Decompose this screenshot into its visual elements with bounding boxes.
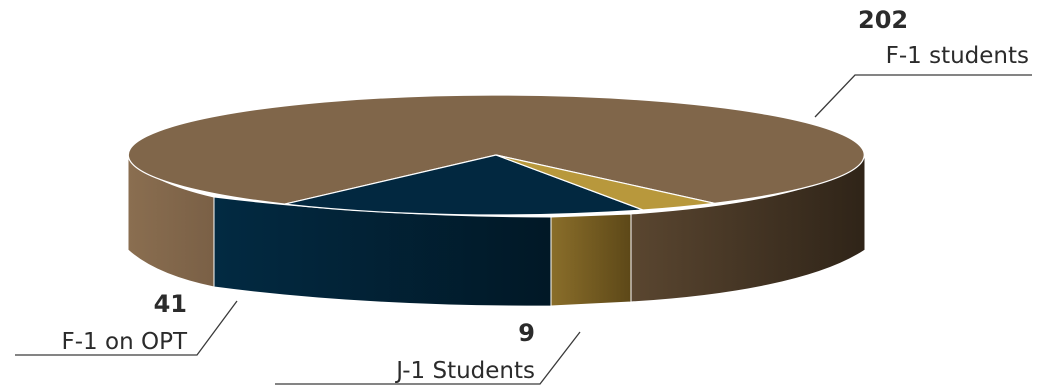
pie-slice-j1-students: [495, 154, 715, 211]
data-label-j1-name: J-1 Students: [394, 358, 535, 384]
leader-line-opt: [15, 300, 238, 356]
pie-side-j1: [550, 213, 632, 307]
data-label-f1-value: 202: [858, 6, 908, 34]
pie-slice-f1-opt: [284, 154, 644, 216]
data-label-opt-name: F-1 on OPT: [62, 329, 188, 355]
leader-line-f1: [814, 74, 1032, 118]
data-label-f1-name: F-1 students: [886, 43, 1029, 69]
data-label-j1-value: 9: [518, 319, 535, 347]
pie-top-face: [127, 94, 865, 216]
leader-line-j1: [275, 331, 581, 385]
data-label-opt-value: 41: [154, 290, 187, 318]
pie-side-f1-right: [630, 153, 866, 303]
pie-slice-f1-students: [127, 94, 865, 205]
